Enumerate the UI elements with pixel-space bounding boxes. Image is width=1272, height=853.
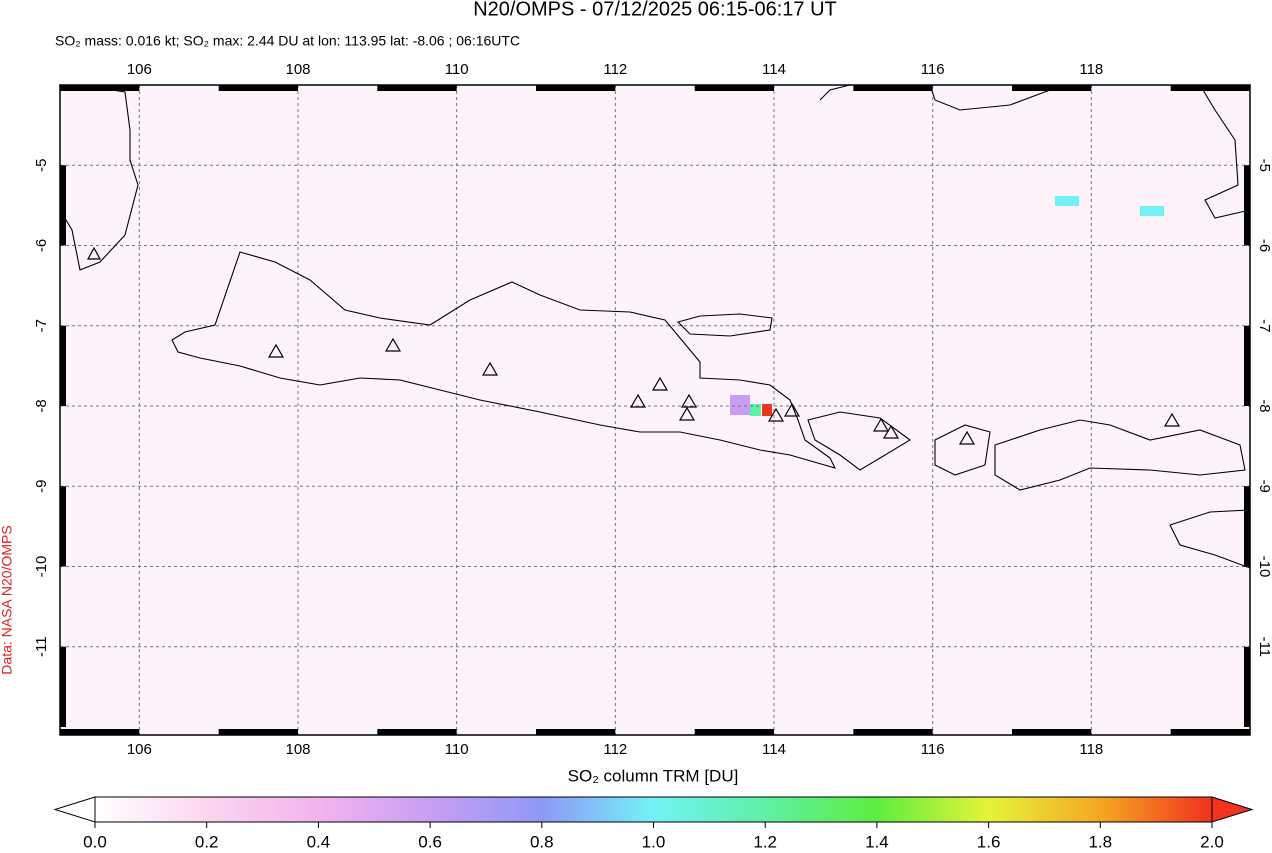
frame-band bbox=[1244, 646, 1250, 727]
frame-band bbox=[60, 165, 66, 246]
map bbox=[59, 84, 1251, 736]
colorbar-label: SO₂ column TRM [DU] bbox=[568, 766, 739, 785]
frame-band bbox=[218, 729, 298, 735]
y-tick-label: -8 bbox=[1256, 399, 1272, 412]
y-tick-label: -11 bbox=[33, 636, 50, 657]
colorbar-tick-label: 0.8 bbox=[530, 832, 554, 851]
y-tick-label: -6 bbox=[1256, 239, 1272, 252]
colorbar-tick-label: 1.8 bbox=[1088, 832, 1112, 851]
retrieval-pixels bbox=[730, 196, 1164, 416]
frame-band bbox=[853, 729, 933, 735]
title: N20/OMPS - 07/12/2025 06:15-06:17 UT bbox=[473, 0, 837, 20]
colorbar-over bbox=[1211, 796, 1254, 823]
frame-band bbox=[1012, 85, 1092, 91]
y-tick-label: -5 bbox=[33, 159, 50, 172]
coastlines bbox=[59, 84, 1251, 569]
frame-band bbox=[218, 85, 298, 91]
max-pixel bbox=[762, 404, 772, 416]
colorbar-ramp bbox=[94, 796, 1213, 823]
map-frame bbox=[59, 84, 1251, 736]
coastline-lombok bbox=[934, 424, 991, 476]
y-tick-label: -10 bbox=[33, 556, 50, 578]
volcano bbox=[86, 246, 1181, 445]
x-tick-label: 106 bbox=[127, 741, 152, 758]
frame-band bbox=[1244, 325, 1250, 406]
y-tick-label: -7 bbox=[33, 319, 50, 332]
frame-band bbox=[60, 486, 66, 567]
x-tick-label: 118 bbox=[1079, 741, 1103, 758]
frame-band bbox=[377, 729, 457, 735]
coastline-sumbawa bbox=[994, 419, 1246, 491]
y-tick-label: -11 bbox=[1256, 636, 1272, 657]
x-tick-label: 116 bbox=[921, 61, 945, 78]
subtitle: SO₂ mass: 0.016 kt; SO₂ max: 2.44 DU at … bbox=[55, 33, 520, 49]
x-tick-label: 112 bbox=[603, 741, 627, 758]
frame-band bbox=[1170, 85, 1250, 91]
colorbar-tick-label: 1.6 bbox=[977, 832, 1001, 851]
pixel bbox=[1140, 206, 1164, 216]
y-tick-label: -8 bbox=[33, 399, 50, 412]
frame-band bbox=[694, 729, 774, 735]
x-tick-label: 114 bbox=[762, 61, 786, 78]
x-tick-label: 118 bbox=[1079, 61, 1103, 78]
frame-band bbox=[694, 85, 774, 91]
colorbar-tick-label: 0.0 bbox=[83, 832, 107, 851]
frame-band bbox=[60, 85, 140, 91]
x-tick-label: 110 bbox=[445, 741, 469, 758]
y-tick-label: -9 bbox=[33, 480, 50, 493]
coastline-java bbox=[171, 251, 837, 469]
colorbar-tick-label: 0.2 bbox=[195, 832, 219, 851]
y-tick-label: -7 bbox=[1256, 319, 1272, 332]
x-tick-label: 112 bbox=[603, 61, 627, 78]
colorbar-tick-label: 1.2 bbox=[753, 832, 777, 851]
frame-band bbox=[60, 646, 66, 727]
coastline-madura bbox=[676, 313, 773, 337]
credit: Data: NASA N20/OMPS bbox=[0, 525, 15, 674]
y-tick-label: -5 bbox=[1256, 159, 1272, 172]
frame-band bbox=[853, 85, 933, 91]
frame-band bbox=[1170, 729, 1250, 735]
colorbar-tick-label: 1.0 bbox=[642, 832, 666, 851]
frame-band bbox=[536, 729, 616, 735]
y-tick-label: -9 bbox=[1256, 480, 1272, 493]
map-background bbox=[60, 85, 1250, 735]
colorbar-tick-label: 2.0 bbox=[1200, 832, 1224, 851]
frame-band bbox=[1012, 729, 1092, 735]
pixel bbox=[1055, 196, 1079, 206]
x-tick-label: 108 bbox=[285, 741, 310, 758]
frame-band bbox=[1244, 486, 1250, 567]
pixel bbox=[750, 404, 761, 416]
colorbar-tick-label: 0.6 bbox=[418, 832, 442, 851]
x-tick-label: 108 bbox=[285, 61, 310, 78]
x-tick-label: 116 bbox=[921, 741, 945, 758]
x-tick-label: 114 bbox=[762, 741, 786, 758]
frame-band bbox=[60, 729, 140, 735]
frame-band bbox=[536, 85, 616, 91]
coastline-bali bbox=[807, 411, 911, 471]
colorbar-tick-label: 1.4 bbox=[865, 832, 889, 851]
frame-band bbox=[1244, 165, 1250, 246]
x-tick-label: 106 bbox=[127, 61, 152, 78]
x-tick-label: 110 bbox=[445, 61, 469, 78]
volcanoes bbox=[86, 246, 1181, 445]
colorbar: SO₂ column TRM [DU] 0.0 0.2 0.4 0.6 0.8 1.0 1.… bbox=[53, 766, 1254, 851]
pixel bbox=[730, 395, 750, 415]
colorbar-under bbox=[53, 796, 96, 823]
colorbar-tick-label: 0.4 bbox=[307, 832, 331, 851]
frame-band bbox=[60, 325, 66, 406]
y-tick-label: -10 bbox=[1256, 556, 1272, 578]
frame-band bbox=[377, 85, 457, 91]
y-tick-label: -6 bbox=[33, 239, 50, 252]
